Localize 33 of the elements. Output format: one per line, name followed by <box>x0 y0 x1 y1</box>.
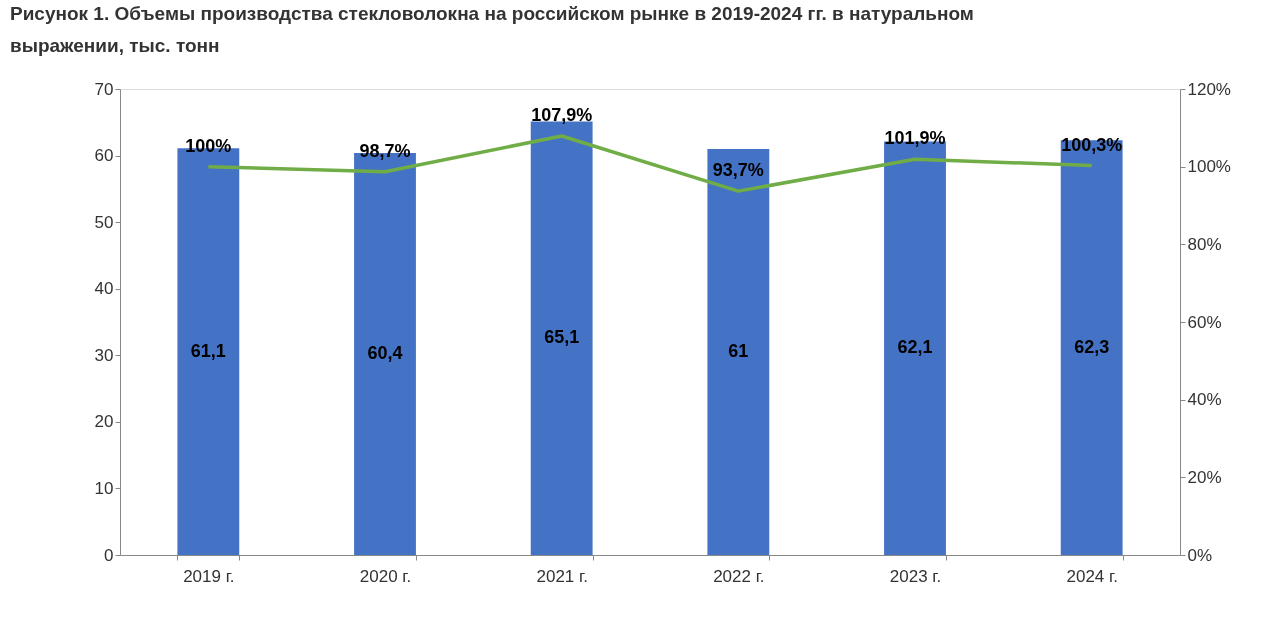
y-tick-label: 50 <box>94 212 114 232</box>
y2-tick-label: 80% <box>1187 234 1222 254</box>
y2-tick-label: 100% <box>1187 157 1231 177</box>
y-tick-label: 70 <box>94 79 114 99</box>
y-tick-label: 30 <box>94 345 114 365</box>
y-tick-label: 0 <box>104 545 114 565</box>
chart-title: Рисунок 1. Объемы производства стекловолокна на российском рынке в 2019-2024 гг. в натуральном выражении, тыс. тонн <box>10 3 974 56</box>
data-label: 62,3 <box>1074 336 1110 357</box>
y-tick-label: 10 <box>94 478 114 498</box>
y-tick-label: 20 <box>94 412 114 432</box>
y2-tick-label: 60% <box>1187 312 1222 332</box>
y2-tick-label: 20% <box>1187 467 1222 487</box>
x-tick-label: 2024 г. <box>1066 566 1118 586</box>
y-tick-label: 40 <box>94 279 114 299</box>
data-label: 65,1 <box>544 327 580 348</box>
data-label: 61,1 <box>190 340 226 361</box>
x-tick-label: 2020 г. <box>359 566 412 586</box>
x-tick-label: 2022 г. <box>713 566 765 586</box>
y2-tick-label: 40% <box>1187 390 1222 410</box>
y2-tick-label: 120% <box>1187 79 1231 99</box>
bar <box>1060 140 1123 555</box>
data-label: 93,7% <box>712 160 764 181</box>
data-label: 61 <box>728 340 749 361</box>
y-tick-label: 60 <box>94 146 114 166</box>
data-label: 107,9% <box>531 104 593 125</box>
data-label: 62,1 <box>897 337 933 358</box>
y2-tick-label: 0% <box>1187 545 1213 565</box>
x-tick-label: 2023 г. <box>889 566 942 586</box>
bar <box>707 148 770 555</box>
data-label: 60,4 <box>367 342 403 363</box>
data-label: 100,3% <box>1061 134 1123 155</box>
x-tick-label: 2021 г. <box>536 566 588 586</box>
x-tick-label: 2019 г. <box>183 566 235 586</box>
